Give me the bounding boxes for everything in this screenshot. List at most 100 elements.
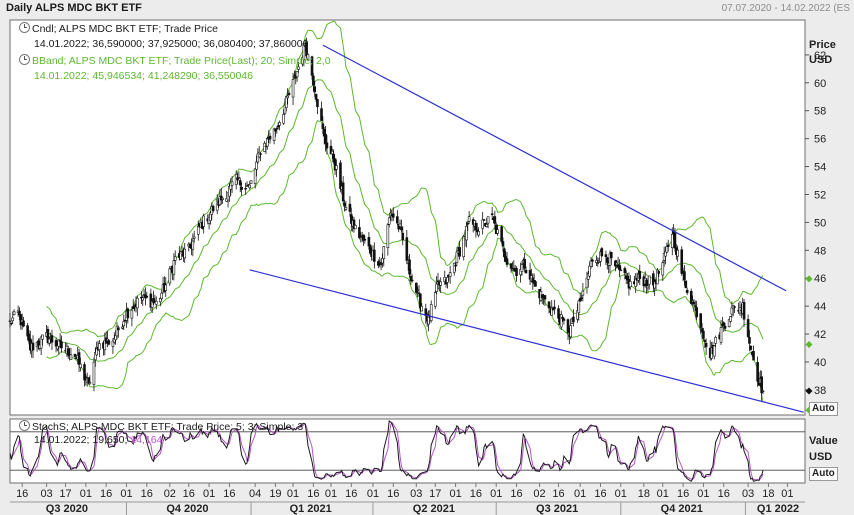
candle-body (284, 96, 288, 108)
price-tick-label: 38 (814, 385, 826, 397)
candle-series-icon[interactable] (19, 22, 30, 33)
candle-body (684, 280, 688, 289)
candle-body (172, 260, 176, 275)
candle-body (367, 237, 371, 247)
price-axis-unit: USD (809, 54, 833, 66)
quarter-label: Q1 2021 (290, 503, 332, 515)
candle-body (474, 222, 478, 231)
candle-body (400, 227, 403, 231)
price-tick-label: 62 (814, 50, 826, 62)
candle-body (559, 314, 563, 328)
candle-body (230, 181, 234, 186)
price-tick-label: 54 (814, 162, 826, 174)
candle-body (503, 248, 506, 258)
stoch-auto-scale-button[interactable]: Auto (809, 467, 838, 481)
time-tick-label: 01 (367, 488, 379, 500)
candle-body (446, 277, 449, 283)
legend-stoch[interactable]: StochS; ALPS MDC BKT ETF; Trade Price; 5… (19, 420, 303, 433)
candle-body (547, 301, 551, 309)
candle-body (638, 270, 642, 279)
trendline-resistance[interactable] (322, 44, 787, 292)
candle-body (722, 322, 726, 327)
candle-body (742, 302, 746, 320)
candle-body (661, 262, 665, 276)
candle-body (276, 125, 280, 128)
candle-body (618, 264, 621, 271)
candle-body (54, 340, 58, 347)
candle-body (704, 342, 708, 348)
candle-body (595, 260, 598, 263)
candle-body (11, 317, 15, 322)
candle-body (714, 337, 717, 344)
candle-body (348, 203, 352, 212)
legend-candles[interactable]: Cndl; ALPS MDC BKT ETF; Trade Price (19, 22, 218, 35)
candle-body (306, 54, 310, 60)
candle-body (482, 219, 486, 221)
quarter-labels: Q3 2020 Q4 2020 Q1 2021 Q2 2021 Q3 2021 Q4 20… (46, 502, 799, 515)
candle-body (121, 326, 124, 329)
candlestick-series (8, 37, 765, 401)
stoch-k-line (9, 420, 764, 483)
candle-body (160, 292, 163, 299)
candle-body (727, 319, 731, 327)
candle-body (236, 177, 239, 181)
time-tick-label: 01 (120, 488, 132, 500)
legend-bband[interactable]: BBand; ALPS MDC BKT ETF; Trade Price(Las… (19, 54, 331, 67)
candle-body (561, 316, 564, 320)
candle-body (761, 390, 765, 393)
price-plot-area[interactable] (9, 19, 806, 416)
bband-series-icon[interactable] (19, 54, 30, 65)
candle-body (58, 339, 62, 342)
time-tick-label: 03 (742, 488, 754, 500)
candle-body (22, 320, 25, 327)
candle-body (729, 316, 732, 322)
time-tick-label: 02 (533, 488, 545, 500)
stoch-series-icon[interactable] (19, 420, 30, 431)
candle-body (543, 295, 547, 300)
candle-body (73, 353, 77, 357)
price-tick-label: 40 (814, 357, 826, 369)
candle-body (490, 213, 494, 216)
candle-body (321, 123, 325, 129)
candle-body (433, 292, 437, 307)
candle-body (41, 334, 44, 340)
candle-body (512, 267, 516, 270)
candle-body (79, 363, 82, 368)
candle-body (465, 226, 468, 241)
trendline-support[interactable] (249, 269, 804, 413)
time-axis-ticks: 16 03 17 01 16 01 16 02 16 01 16 04 19 01 16 01 16 01 16 03… (10, 483, 805, 503)
candle-body (92, 361, 96, 385)
candle-body (8, 320, 12, 323)
candle-body (628, 281, 632, 288)
candle-body (363, 238, 367, 241)
candle-body (249, 180, 253, 184)
candle-body (429, 304, 433, 321)
price-tick-label: 48 (814, 245, 826, 257)
price-tick-label: 46 (814, 273, 826, 285)
price-auto-scale-button[interactable]: Auto (809, 402, 838, 416)
candle-body (145, 295, 149, 298)
candle-body (600, 248, 604, 257)
candle-body (605, 257, 609, 263)
candle-body (703, 340, 707, 342)
candle-body (410, 279, 414, 282)
time-tick-label: 16 (510, 488, 522, 500)
quarter-label: Q3 2020 (46, 503, 88, 515)
candle-body (168, 268, 172, 284)
time-tick-label: 16 (16, 488, 28, 500)
candle-body (419, 293, 422, 309)
price-tick-label: 52 (814, 189, 826, 201)
candle-body (467, 216, 471, 222)
candle-body (577, 300, 581, 314)
candle-body (268, 135, 272, 140)
candle-body (316, 99, 319, 108)
candle-body (354, 225, 357, 230)
time-tick-label: 16 (307, 488, 319, 500)
candle-body (693, 305, 697, 307)
time-tick-label: 16 (470, 488, 482, 500)
candle-body (295, 71, 299, 78)
trendlines[interactable] (249, 44, 804, 413)
candle-body (481, 219, 484, 229)
candle-body (202, 215, 205, 227)
